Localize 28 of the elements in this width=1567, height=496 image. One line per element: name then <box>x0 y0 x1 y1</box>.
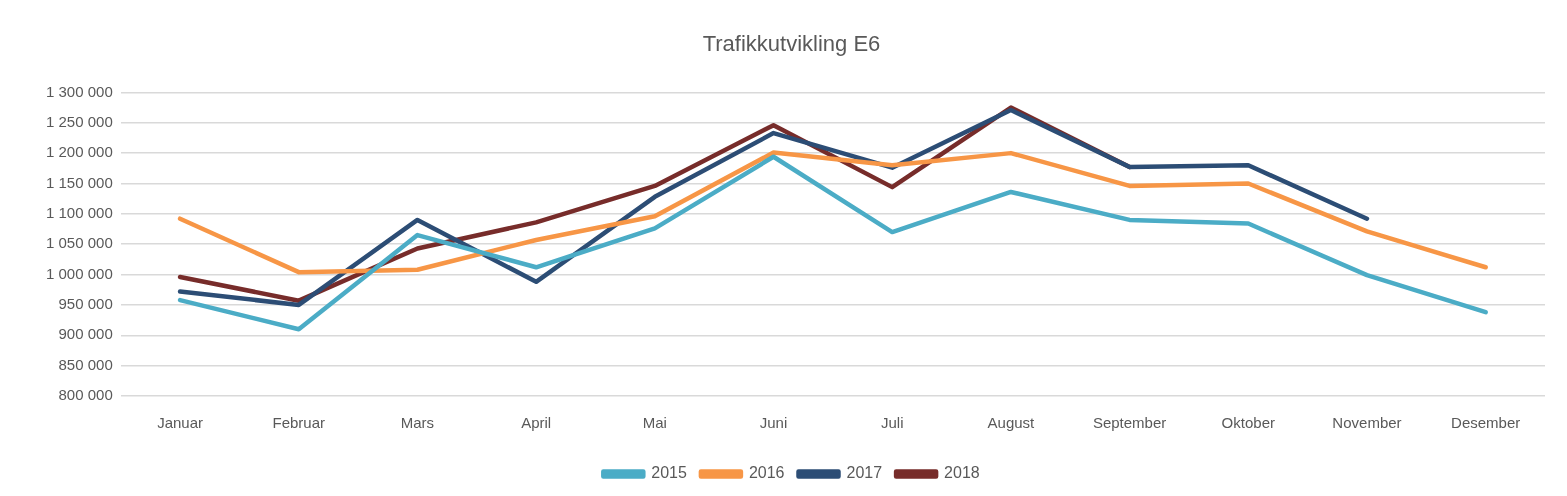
legend-label: 2017 <box>846 464 883 482</box>
x-tick-label: Desember <box>1451 414 1521 432</box>
x-tick-label: Februar <box>272 414 326 432</box>
y-tick-label: 1 050 000 <box>46 234 113 252</box>
legend-label: 2018 <box>944 464 980 482</box>
x-tick-label: Mai <box>642 414 667 432</box>
y-tick-label: 1 100 000 <box>46 203 113 221</box>
y-tick-label: 850 000 <box>58 355 113 373</box>
chart-title: Trafikkutvikling E6 <box>702 31 881 57</box>
y-tick-label: 900 000 <box>58 325 113 343</box>
y-tick-label: 800 000 <box>58 386 113 404</box>
x-tick-label: Januar <box>157 414 204 432</box>
y-tick-label: 950 000 <box>58 295 113 313</box>
x-tick-label: August <box>987 414 1036 432</box>
legend-label: 2016 <box>748 464 785 482</box>
x-tick-label: Oktober <box>1221 414 1275 432</box>
x-tick-label: November <box>1332 414 1402 432</box>
y-tick-label: 1 300 000 <box>46 82 113 100</box>
y-tick-label: 1 150 000 <box>46 173 113 191</box>
legend-label: 2015 <box>651 464 688 482</box>
x-tick-label: September <box>1092 414 1167 432</box>
x-tick-label: Mars <box>400 414 435 432</box>
x-tick-label: Juni <box>759 414 788 432</box>
y-tick-label: 1 200 000 <box>46 143 113 161</box>
y-tick-label: 1 000 000 <box>46 264 113 282</box>
x-tick-label: Juli <box>880 414 904 432</box>
y-tick-label: 1 250 000 <box>46 112 113 130</box>
x-tick-label: April <box>521 414 552 432</box>
